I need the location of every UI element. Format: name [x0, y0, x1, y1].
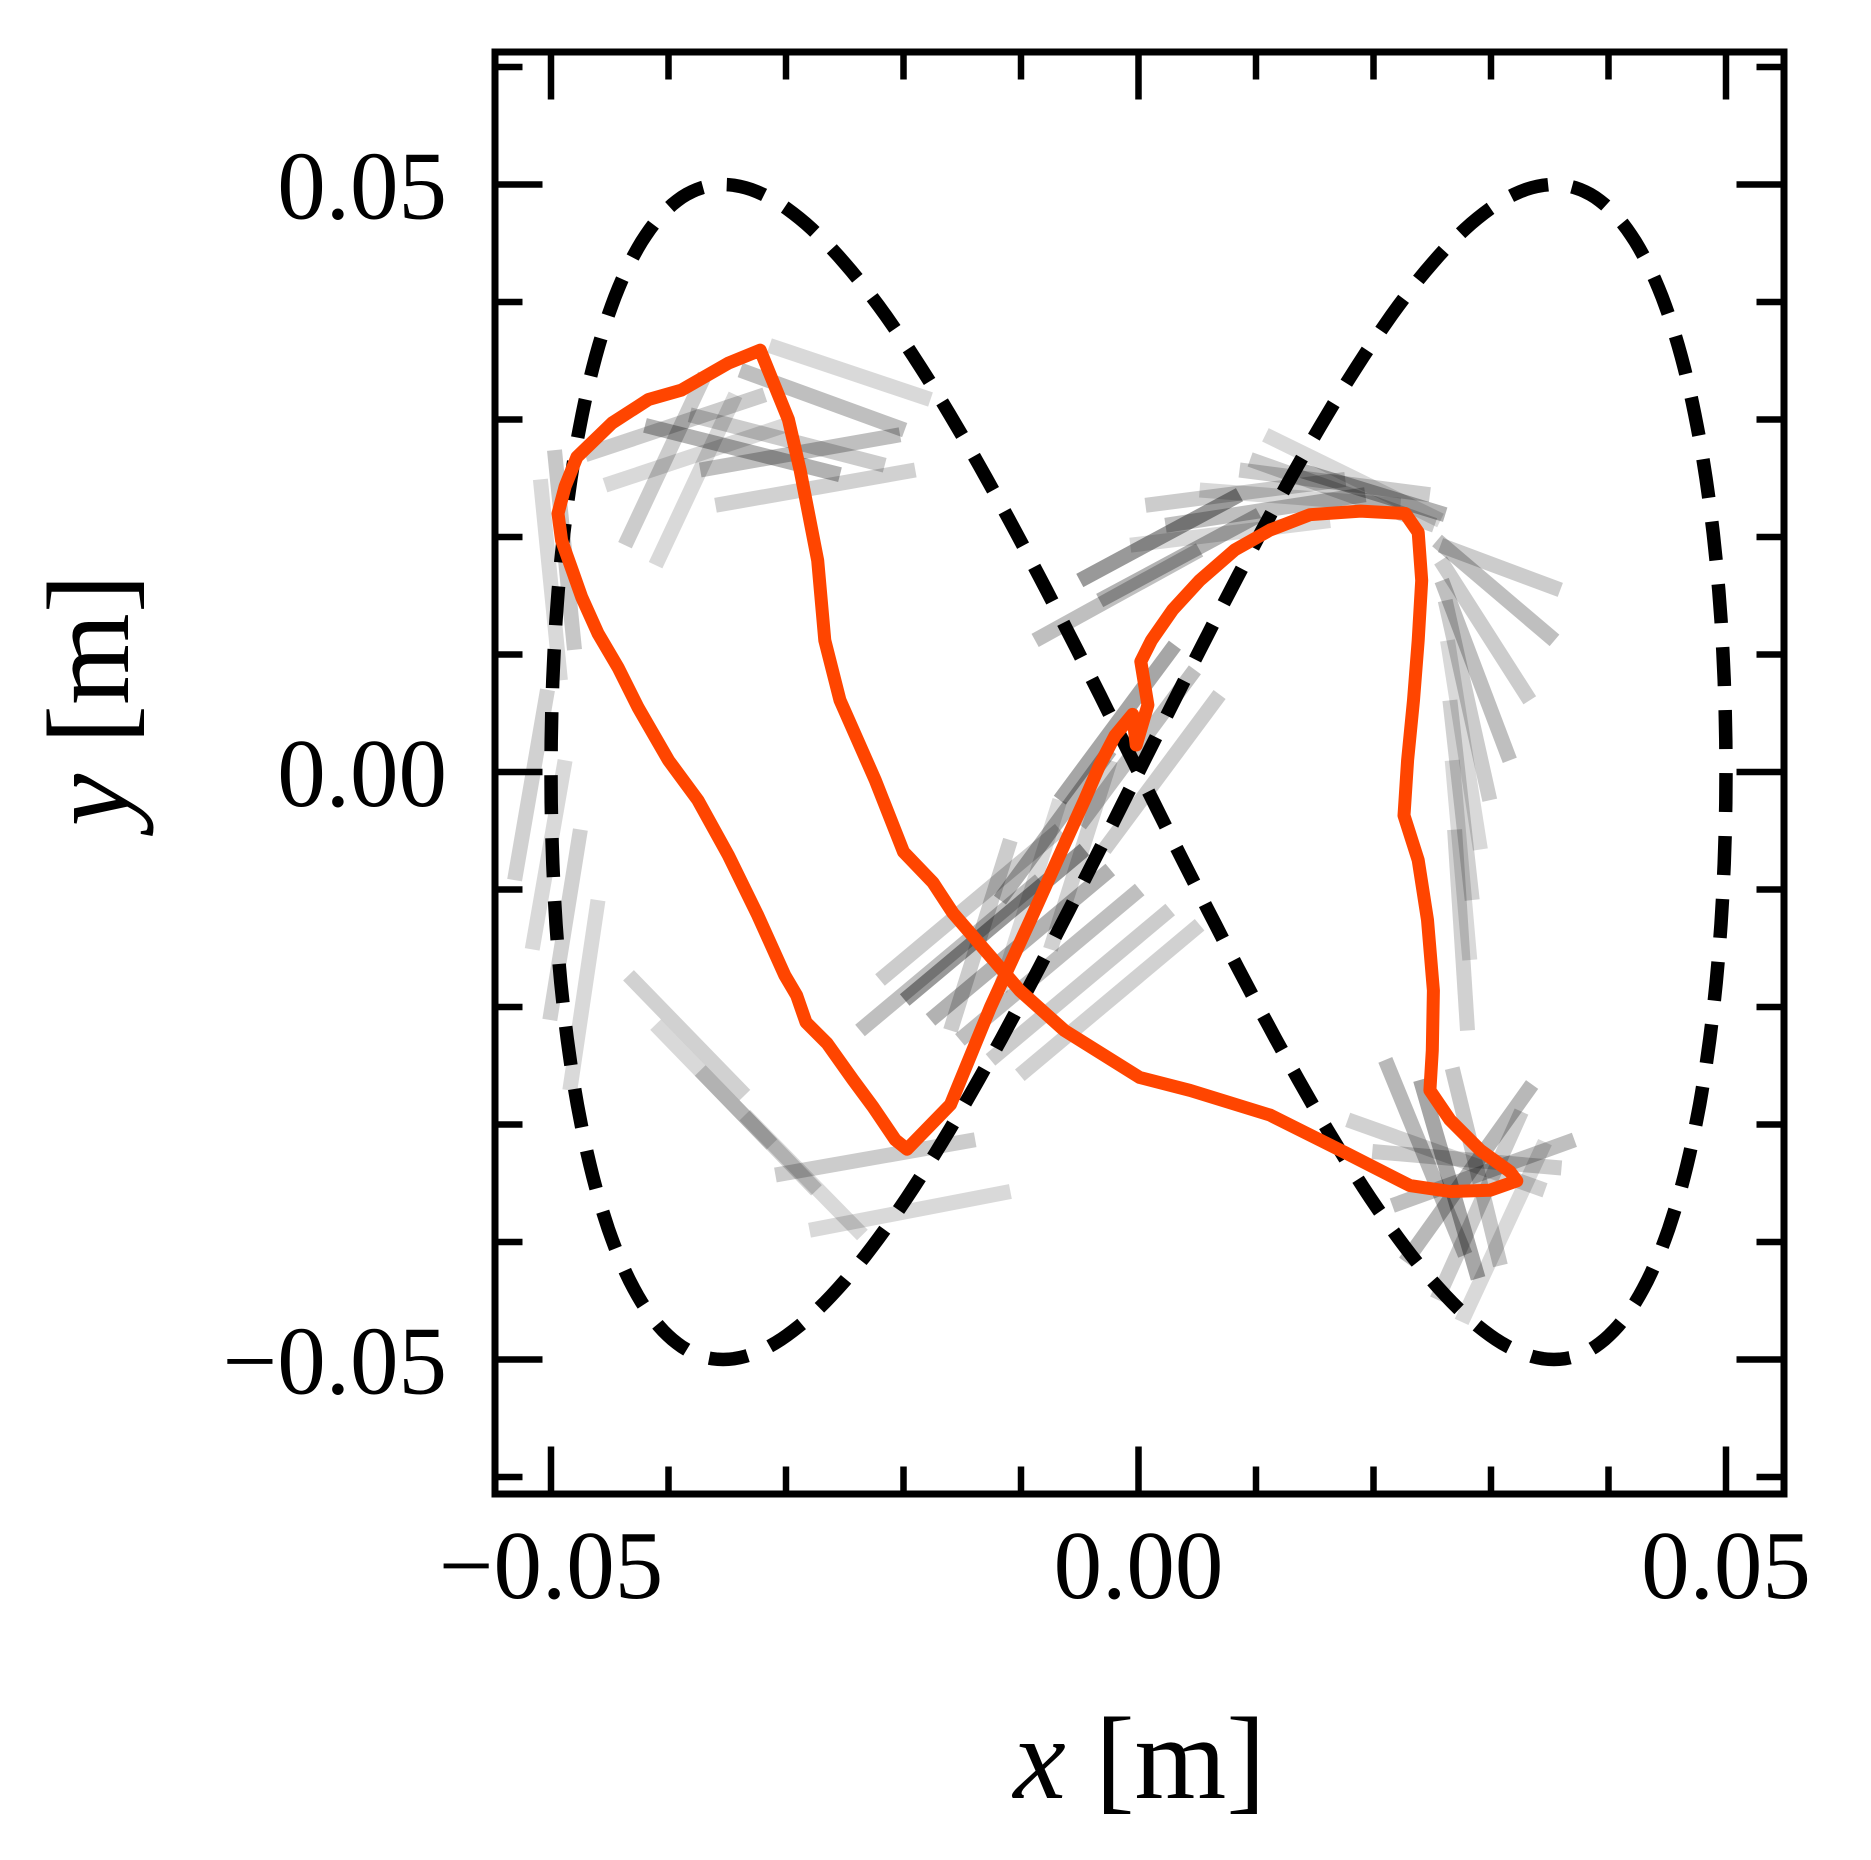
- body-segment: [643, 418, 842, 482]
- body-segment: [562, 899, 606, 1092]
- y-tick-label: 0.05: [277, 133, 447, 240]
- body-segment: [714, 462, 917, 513]
- body-segment: [1164, 487, 1367, 533]
- body-segment: [1262, 428, 1444, 528]
- body-segment: [767, 338, 933, 407]
- body-segment: [1371, 1144, 1563, 1176]
- body-segment: [985, 903, 1176, 1066]
- body-segment: [1437, 538, 1563, 597]
- body-segment: [1399, 1080, 1539, 1267]
- x-tick-label: 0.00: [1054, 1512, 1224, 1619]
- body-segment: [650, 1019, 778, 1150]
- body-segment: [808, 1184, 1012, 1238]
- body-segment: [855, 874, 1045, 1037]
- body-segment: [1031, 543, 1204, 647]
- body-segment: [1144, 471, 1347, 513]
- body-segment: [1096, 508, 1264, 608]
- reference-curve: [544, 177, 1733, 1367]
- body-segment: [1430, 1108, 1529, 1303]
- body-segment: [542, 828, 588, 1022]
- body-segment: [1447, 829, 1475, 1031]
- body-segment: [1389, 1132, 1577, 1213]
- body-segment: [1432, 534, 1560, 647]
- body-segment: [1098, 690, 1226, 854]
- body-segment: [1434, 577, 1517, 763]
- axes-frame: [491, 48, 1788, 1498]
- body-segment: [623, 970, 751, 1101]
- body-segment: [1454, 1138, 1552, 1326]
- y-tick-label: −0.05: [223, 1308, 447, 1415]
- body-segment: [1076, 488, 1244, 588]
- body-segment: [774, 1132, 977, 1183]
- body-segment: [1413, 1077, 1486, 1281]
- body-segment: [532, 478, 568, 682]
- body-segment: [1442, 699, 1480, 901]
- body-segment: [1437, 598, 1498, 802]
- body-segment: [507, 688, 555, 882]
- tick-labels: −0.05 0.00 0.05 −0.05 0.00 0.05: [223, 133, 1811, 1620]
- body-segment: [1378, 1057, 1473, 1258]
- body-segment: [582, 387, 768, 462]
- body-segment: [648, 391, 743, 569]
- body-segment: [1444, 759, 1478, 961]
- x-axis-label: x [m]: [1011, 1693, 1265, 1824]
- body-segment: [524, 759, 573, 951]
- executed-trajectory-path: [551, 343, 1524, 1198]
- body-segment: [1043, 758, 1118, 952]
- body-segment: [1014, 919, 1205, 1081]
- body-segment: [602, 418, 788, 493]
- y-axis-label: y [m]: [23, 574, 154, 836]
- body-segment: [875, 823, 1065, 986]
- x-tick-label: 0.05: [1641, 1512, 1811, 1619]
- reference-trajectory-path: [544, 177, 1733, 1367]
- body-segment: [739, 1109, 868, 1241]
- x-tick-label: −0.05: [439, 1512, 663, 1619]
- body-segment: [694, 1065, 822, 1196]
- body-segment: [1444, 1066, 1508, 1268]
- body-segment: [618, 371, 712, 549]
- body-segment: [1297, 462, 1448, 522]
- executed-curve: [551, 343, 1524, 1198]
- body-segment: [1238, 462, 1431, 503]
- y-tick-label: 0.00: [277, 720, 447, 827]
- body-segment: [1199, 482, 1402, 513]
- plot-frame: [491, 48, 1788, 1498]
- body-segment: [1434, 556, 1537, 705]
- body-segment: [1440, 639, 1488, 851]
